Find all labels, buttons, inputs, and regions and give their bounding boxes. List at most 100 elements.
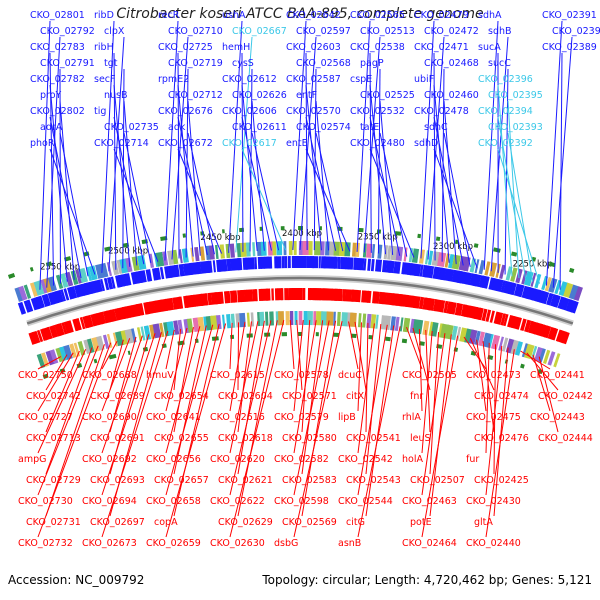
- reverse-cog-block: [490, 334, 501, 350]
- reverse-cog-block: [140, 326, 146, 341]
- reverse-label-leader: [237, 320, 278, 517]
- forward-gene-arrow: [419, 264, 424, 277]
- reverse-cog-block: [313, 311, 317, 326]
- forward-cog-block: [308, 241, 313, 256]
- reverse-cog-block: [246, 312, 251, 327]
- reverse-label-leader: [173, 328, 182, 391]
- reverse-gene-arrow: [99, 311, 106, 325]
- forward-gene-arrow: [17, 301, 27, 315]
- reverse-gene-arrow: [167, 297, 175, 311]
- forward-gene-label: CKO_02801: [30, 10, 85, 21]
- reverse-gene-arrow: [342, 289, 346, 302]
- forward-gene-arrow: [295, 255, 300, 269]
- forward-gene-arrow: [138, 270, 147, 283]
- forward-gene-arrow: [276, 256, 282, 269]
- forward-gene-label: CKO_02570: [286, 106, 341, 117]
- forward-gene-label: proY: [40, 90, 62, 101]
- reverse-label-leader: [429, 334, 452, 517]
- forward-gene-label: CKO_02479: [414, 10, 469, 21]
- forward-gene-label: adrA: [40, 122, 63, 133]
- reverse-label-leader: [301, 320, 324, 475]
- forward-gene-arrow: [388, 260, 395, 274]
- reverse-gene-label: CKO_02729: [26, 475, 81, 486]
- reverse-cog-block: [430, 322, 439, 337]
- forward-label-leader: [235, 36, 253, 253]
- reverse-label-leader: [357, 323, 375, 454]
- forward-gene-arrow: [154, 267, 161, 281]
- reverse-gene-label: CKO_02630: [210, 538, 265, 549]
- forward-gene-arrow: [553, 295, 561, 308]
- reverse-cog-block: [173, 320, 180, 335]
- forward-gene-label: CKO_02538: [350, 42, 405, 53]
- reverse-label-leader: [357, 324, 388, 496]
- forward-cog-block: [333, 241, 341, 256]
- forward-gene-arrow: [60, 289, 66, 302]
- forward-gene-arrow: [517, 284, 525, 298]
- reverse-cog-block: [112, 332, 119, 347]
- reverse-gene-label: CKO_02463: [402, 496, 457, 507]
- reverse-gene-label: asnB: [338, 538, 361, 549]
- reverse-cog-block: [69, 343, 77, 359]
- forward-cog-block: [245, 242, 251, 257]
- forward-gene-arrow: [49, 291, 60, 305]
- reverse-gene-label: CKO_02541: [346, 433, 401, 444]
- reverse-gene-arrow: [217, 291, 224, 305]
- reverse-gene-label: dsbG: [274, 538, 298, 549]
- forward-cog-block: [40, 279, 49, 294]
- forward-gene-label: CKO_02389: [542, 42, 597, 53]
- reverse-gene-label: citX: [346, 391, 365, 402]
- forward-label-leader: [251, 132, 280, 251]
- forward-gene-arrow: [69, 286, 78, 299]
- forward-gene-arrow: [370, 258, 375, 272]
- feature-marker: [127, 350, 131, 355]
- reverse-gene-label: CKO_02692: [82, 454, 137, 465]
- reverse-gene-arrow: [271, 288, 275, 301]
- forward-label-leader: [251, 100, 265, 251]
- reverse-gene-arrow: [494, 311, 504, 325]
- reverse-cog-block: [534, 346, 544, 362]
- forward-gene-arrow: [44, 293, 51, 307]
- forward-label-leader: [59, 100, 75, 280]
- forward-label-leader: [504, 68, 509, 275]
- reverse-label-leader: [293, 319, 304, 412]
- reverse-gene-arrow: [255, 289, 258, 302]
- reverse-gene-arrow: [281, 288, 284, 301]
- forward-gene-arrow: [94, 279, 103, 293]
- reverse-gene-arrow: [204, 293, 209, 306]
- reverse-gene-arrow: [284, 288, 290, 301]
- forward-gene-label: ushA: [222, 10, 246, 21]
- forward-gene-label: CKO_02565: [350, 10, 405, 21]
- forward-gene-label: CKO_02525: [360, 90, 415, 101]
- forward-gene-label: entF: [296, 90, 317, 101]
- reverse-gene-arrow: [561, 331, 570, 345]
- forward-label-leader: [356, 20, 371, 252]
- forward-gene-label: CKO_02606: [222, 106, 277, 117]
- backbone-circle: [26, 276, 574, 325]
- reverse-cog-block: [303, 311, 308, 326]
- forward-gene-arrow: [432, 266, 441, 280]
- reverse-label-leader: [293, 320, 317, 454]
- forward-gene-label: CKO_02478: [414, 106, 469, 117]
- forward-cog-block: [267, 241, 274, 256]
- forward-gene-arrow: [35, 295, 45, 309]
- reverse-gene-label: CKO_02542: [338, 454, 393, 465]
- reverse-cog-block: [478, 331, 485, 347]
- reverse-label-leader: [476, 339, 487, 412]
- reverse-gene-label: CKO_02476: [474, 433, 529, 444]
- forward-gene-arrow: [92, 280, 99, 294]
- reverse-cog-block: [384, 315, 391, 331]
- reverse-cog-block: [498, 336, 505, 351]
- forward-gene-label: CKO_02574: [296, 122, 351, 133]
- reverse-gene-label: CKO_02475: [466, 412, 521, 423]
- reverse-gene-label: CKO_02697: [90, 517, 145, 528]
- forward-gene-label: CKO_02391: [542, 10, 597, 21]
- scale-tick-label: 2400 kbp: [282, 229, 322, 239]
- forward-cog-block: [563, 282, 574, 298]
- reverse-label-leader: [520, 350, 551, 370]
- reverse-cog-block: [428, 321, 434, 336]
- reverse-gene-arrow: [433, 299, 438, 312]
- reverse-cog-block: [124, 328, 135, 344]
- forward-cog-block: [568, 284, 580, 300]
- feature-marker: [417, 233, 422, 239]
- forward-gene-label: CKO_02725: [158, 42, 213, 53]
